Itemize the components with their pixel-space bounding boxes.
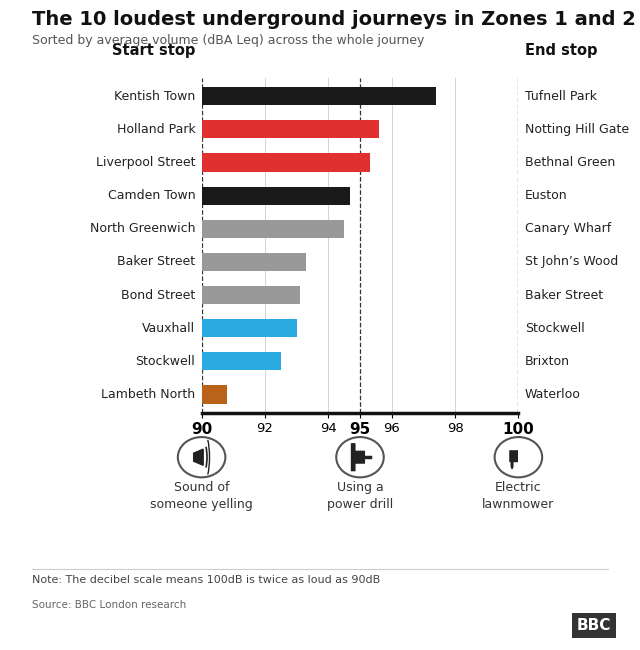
Text: Bond Street: Bond Street xyxy=(121,289,195,302)
Text: Notting Hill Gate: Notting Hill Gate xyxy=(525,123,629,136)
Text: Electric
lawnmower: Electric lawnmower xyxy=(483,482,554,512)
Circle shape xyxy=(520,459,524,469)
Text: Camden Town: Camden Town xyxy=(108,189,195,202)
Text: Tufnell Park: Tufnell Park xyxy=(525,90,596,103)
Text: Baker Street: Baker Street xyxy=(117,255,195,268)
Text: Baker Street: Baker Street xyxy=(525,289,603,302)
Text: BBC: BBC xyxy=(577,618,611,633)
Text: Holland Park: Holland Park xyxy=(116,123,195,136)
FancyBboxPatch shape xyxy=(355,450,365,463)
Text: Euston: Euston xyxy=(525,189,568,202)
Text: North Greenwich: North Greenwich xyxy=(90,222,195,235)
Text: Stockwell: Stockwell xyxy=(136,355,195,368)
Text: Source: BBC London research: Source: BBC London research xyxy=(32,600,186,610)
Text: Kentish Town: Kentish Town xyxy=(114,90,195,103)
Text: Vauxhall: Vauxhall xyxy=(142,322,195,335)
Bar xyxy=(202,253,306,271)
Text: Bethnal Green: Bethnal Green xyxy=(525,156,615,169)
Bar xyxy=(202,153,369,172)
Bar xyxy=(202,87,436,105)
Text: Waterloo: Waterloo xyxy=(525,388,580,401)
Text: Sorted by average volume (dBA Leq) across the whole journey: Sorted by average volume (dBA Leq) acros… xyxy=(32,34,424,47)
FancyBboxPatch shape xyxy=(351,443,356,471)
Text: Canary Wharf: Canary Wharf xyxy=(525,222,611,235)
Bar xyxy=(202,187,351,205)
Text: Liverpool Street: Liverpool Street xyxy=(96,156,195,169)
Bar xyxy=(202,120,379,138)
Circle shape xyxy=(511,459,514,469)
Bar xyxy=(202,319,296,337)
Text: Sound of
someone yelling: Sound of someone yelling xyxy=(150,482,253,512)
Text: The 10 loudest underground journeys in Zones 1 and 2: The 10 loudest underground journeys in Z… xyxy=(32,10,636,29)
FancyBboxPatch shape xyxy=(509,450,524,462)
Polygon shape xyxy=(194,449,203,465)
Text: Brixton: Brixton xyxy=(525,355,570,368)
Text: Note: The decibel scale means 100dB is twice as loud as 90dB: Note: The decibel scale means 100dB is t… xyxy=(32,575,380,585)
Text: St John’s Wood: St John’s Wood xyxy=(525,255,618,268)
Text: Lambeth North: Lambeth North xyxy=(101,388,195,401)
Text: Start stop: Start stop xyxy=(112,43,195,58)
Text: End stop: End stop xyxy=(525,43,597,58)
Text: Stockwell: Stockwell xyxy=(525,322,584,335)
Bar xyxy=(202,286,300,304)
Bar xyxy=(202,385,227,404)
Text: Using a
power drill: Using a power drill xyxy=(327,482,393,512)
Bar xyxy=(202,220,344,238)
Bar xyxy=(202,352,281,370)
